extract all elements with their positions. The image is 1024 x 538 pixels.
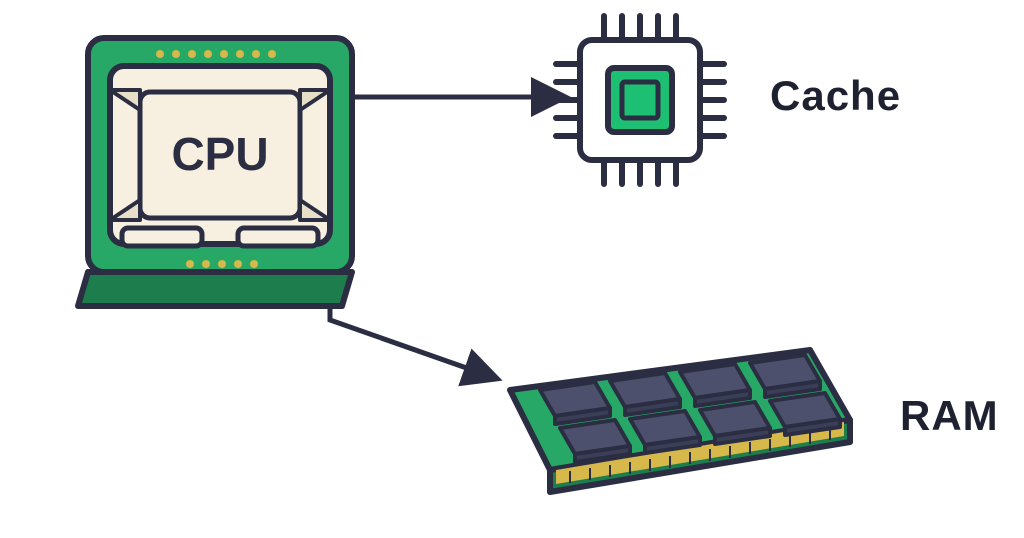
cpu-icon: CPU bbox=[70, 20, 370, 320]
diagram-canvas: CPU bbox=[0, 0, 1024, 538]
cache-label: Cache bbox=[770, 72, 901, 120]
ram-label: RAM bbox=[900, 392, 999, 440]
cpu-label: CPU bbox=[171, 128, 268, 180]
ram-icon bbox=[470, 330, 870, 530]
cache-icon bbox=[550, 10, 730, 190]
